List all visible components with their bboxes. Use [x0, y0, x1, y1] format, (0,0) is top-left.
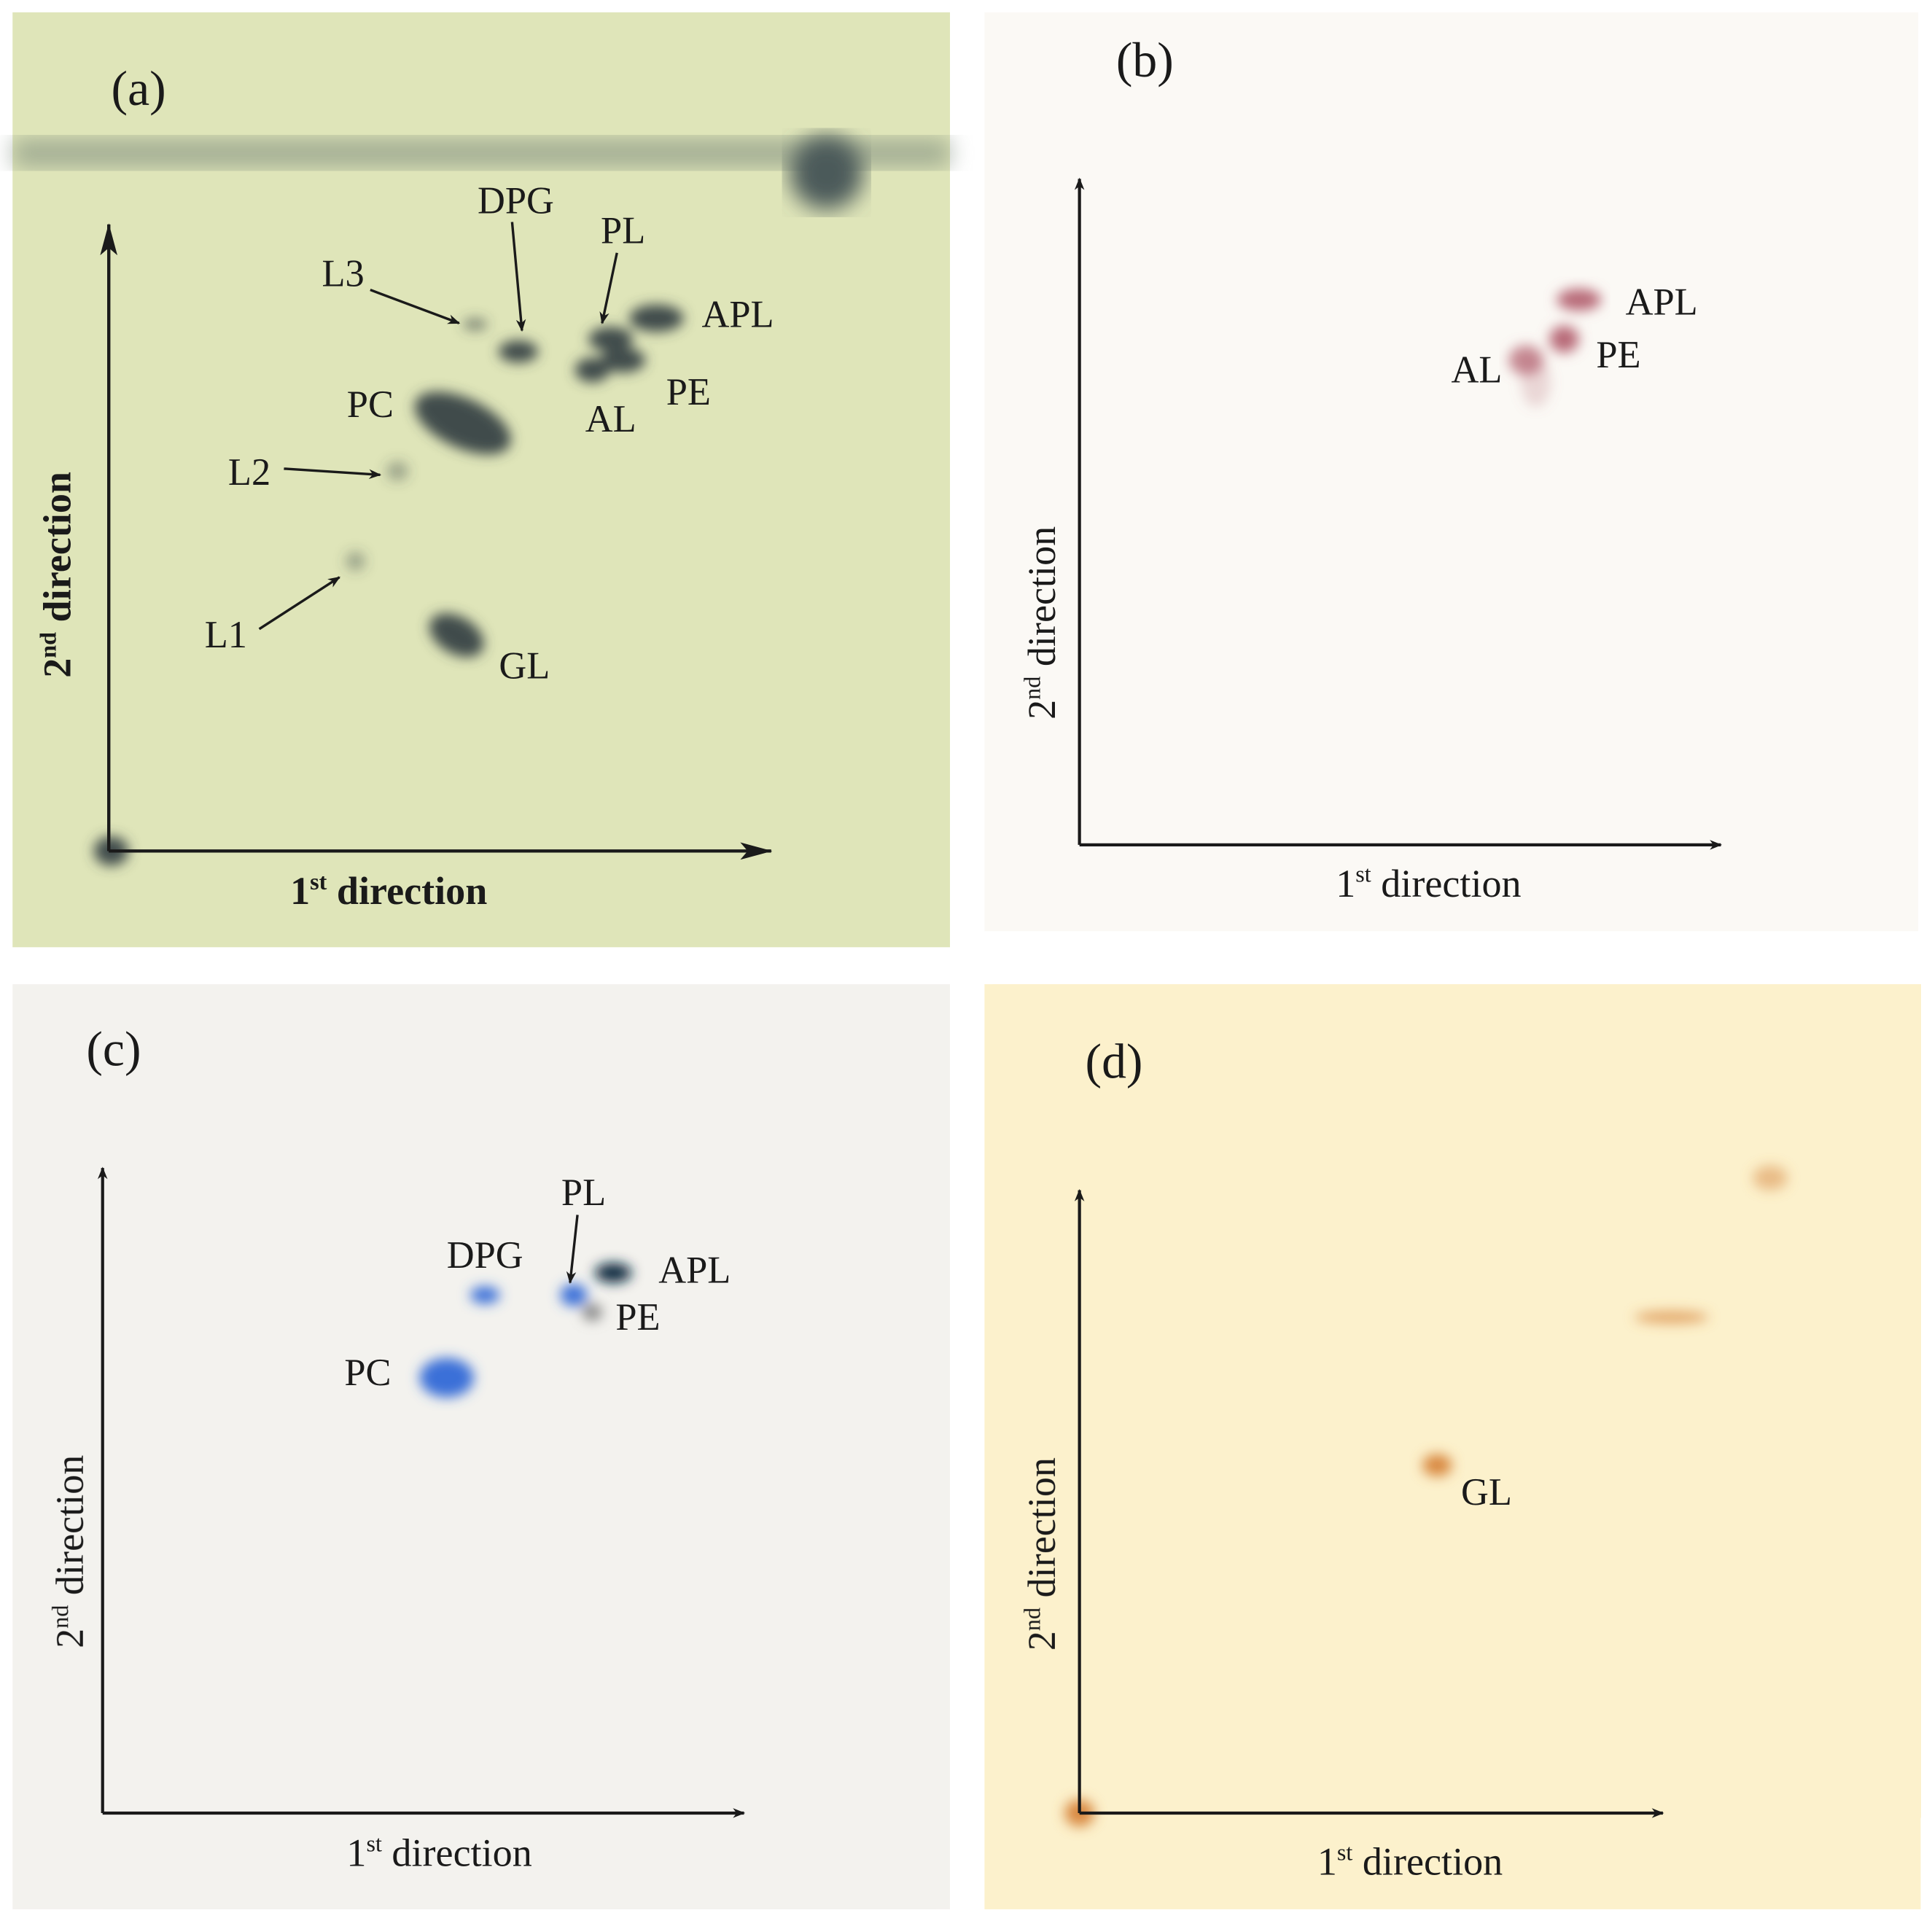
suffix: nd — [1019, 1608, 1045, 1631]
suffix: st — [1337, 1839, 1353, 1865]
ordinal: 2 — [48, 1629, 92, 1648]
panel-label: (b) — [1116, 33, 1174, 87]
plate — [984, 12, 1919, 932]
axis-text: direction — [337, 869, 487, 913]
suffix: nd — [47, 1605, 73, 1629]
spot-label: GL — [499, 644, 550, 687]
spot-label: DPG — [447, 1234, 523, 1277]
suffix: nd — [34, 632, 61, 658]
spot-label: AL — [585, 398, 636, 440]
y-axis-label: 2nd direction — [47, 1455, 91, 1648]
arrow — [258, 576, 340, 631]
spot-label: APL — [1626, 281, 1698, 323]
plate — [12, 984, 951, 1909]
axis-text: direction — [48, 1455, 92, 1595]
spot-label: PE — [1596, 334, 1640, 376]
y-axis-label: 2nd direction — [1019, 1457, 1064, 1651]
ordinal: 2 — [1020, 700, 1064, 720]
spot-label: PE — [666, 371, 711, 413]
plate — [984, 984, 1921, 1909]
axis-text: direction — [36, 472, 79, 622]
spot-label: GL — [1461, 1471, 1512, 1513]
suffix: st — [366, 1830, 382, 1856]
suffix: nd — [1019, 677, 1045, 700]
arrow — [599, 252, 618, 324]
spot-label: APL — [701, 293, 774, 335]
ordinal: 1 — [1317, 1840, 1337, 1884]
panel-b: (b) 1st direction 2nd direction APL PE AL — [984, 12, 1919, 932]
x-axis-label: 1st direction — [290, 868, 487, 913]
spots — [93, 304, 684, 866]
suffix: st — [1355, 861, 1371, 887]
spots — [1508, 288, 1602, 408]
spot-label: L3 — [322, 253, 365, 295]
spot-label: PL — [601, 209, 645, 252]
axis-text: direction — [1363, 1840, 1503, 1884]
axis-text: direction — [392, 1831, 531, 1875]
arrow — [370, 288, 461, 324]
panel-label: (c) — [86, 1022, 141, 1077]
x-axis-label: 1st direction — [1317, 1839, 1503, 1883]
x-axis-label: 1st direction — [346, 1830, 531, 1874]
panel-label: (a) — [112, 61, 166, 116]
panel-label: (d) — [1086, 1034, 1143, 1089]
suffix: st — [310, 868, 327, 895]
axis-text: direction — [1381, 862, 1521, 905]
spot-label: AL — [1451, 348, 1502, 391]
axis-text: direction — [1020, 526, 1064, 666]
spot-label: DPG — [478, 180, 554, 222]
ordinal: 2 — [36, 658, 79, 678]
spot-label: L1 — [205, 614, 247, 656]
x-axis-label: 1st direction — [1336, 861, 1521, 905]
ordinal: 1 — [290, 869, 310, 913]
ordinal: 1 — [1336, 862, 1355, 905]
spot — [790, 136, 864, 210]
panel-a: (a) 1st direction 2nddirection DPG PL L3 … — [12, 12, 951, 948]
spot-label: PE — [615, 1296, 660, 1338]
axis-text: direction — [1020, 1457, 1064, 1597]
spots — [1064, 1165, 1788, 1827]
spot-label: PC — [344, 1352, 391, 1394]
spot-label: PL — [561, 1172, 606, 1214]
arrow — [284, 467, 382, 480]
ordinal: 2 — [1020, 1631, 1064, 1651]
spot-label: L2 — [228, 451, 270, 494]
y-axis-label: 2nd direction — [34, 472, 79, 678]
arrow — [510, 222, 526, 332]
panel-d: (d) 1st direction 2nd direction GL — [984, 984, 1921, 1909]
spot-label: PC — [347, 383, 394, 426]
ordinal: 1 — [346, 1831, 366, 1875]
arrow — [566, 1215, 579, 1285]
y-axis-label: 2nd direction — [1019, 526, 1064, 720]
spot-label: APL — [658, 1249, 731, 1291]
panel-c: (c) 1st direction 2nd direction PL DPG APL… — [12, 984, 951, 1909]
spots — [419, 1263, 632, 1398]
